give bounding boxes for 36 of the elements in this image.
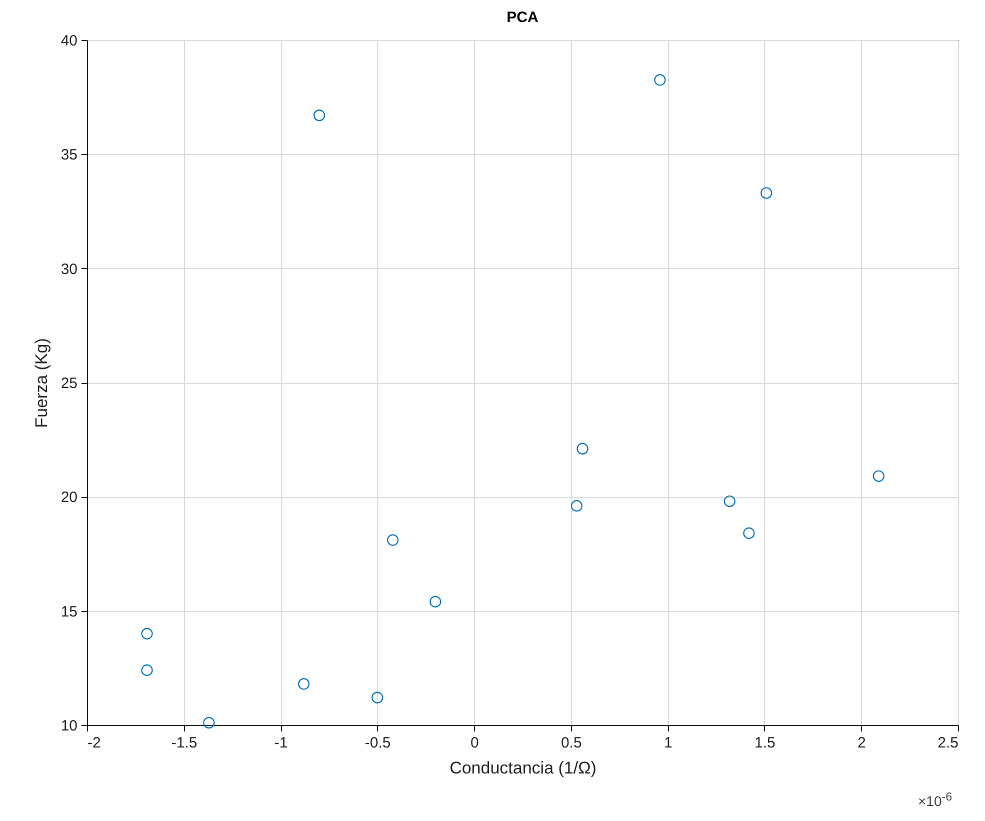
- y-tick-label: 15: [60, 603, 78, 620]
- point: [203, 716, 215, 728]
- point: [760, 187, 772, 199]
- x-tick-label: 0.5: [560, 734, 582, 752]
- point: [724, 495, 736, 508]
- text: ×10$^{-6}$: [918, 790, 952, 809]
- y-tick-label: 40: [60, 32, 78, 50]
- point: [372, 692, 384, 704]
- y-tick-label: 25: [60, 375, 78, 392]
- point: [430, 596, 442, 608]
- y-tick-label: 35: [60, 146, 78, 164]
- y-tick-label: 20: [60, 489, 78, 506]
- point: [141, 628, 153, 640]
- x-tick-label: -2: [88, 734, 101, 752]
- point: [743, 527, 755, 539]
- chart-title: PCA: [506, 9, 538, 26]
- point: [576, 442, 588, 454]
- y-tick-label: 10: [60, 718, 78, 734]
- y-axis-title: Fuerza (Kg): [32, 338, 51, 428]
- x-tick-label: 1.5: [754, 734, 776, 752]
- point: [298, 678, 310, 690]
- point: [313, 110, 326, 122]
- point: [570, 500, 582, 512]
- point: [654, 74, 666, 86]
- x-tick-label: 2: [858, 734, 866, 752]
- x-tick-label: 2.5: [938, 734, 958, 752]
- point: [141, 664, 153, 676]
- y-tick-label: 30: [60, 260, 78, 278]
- x-tick-label: 0: [470, 734, 479, 752]
- x-tick-label: -0.5: [364, 734, 391, 752]
- point: [387, 534, 399, 546]
- x-axis-title: Conductancia (1/Ω): [450, 758, 596, 778]
- x-tick-label: 1: [664, 734, 672, 752]
- point: [872, 470, 884, 482]
- x-tick-label: -1: [274, 734, 288, 752]
- x-tick-label: -1.5: [171, 734, 198, 752]
